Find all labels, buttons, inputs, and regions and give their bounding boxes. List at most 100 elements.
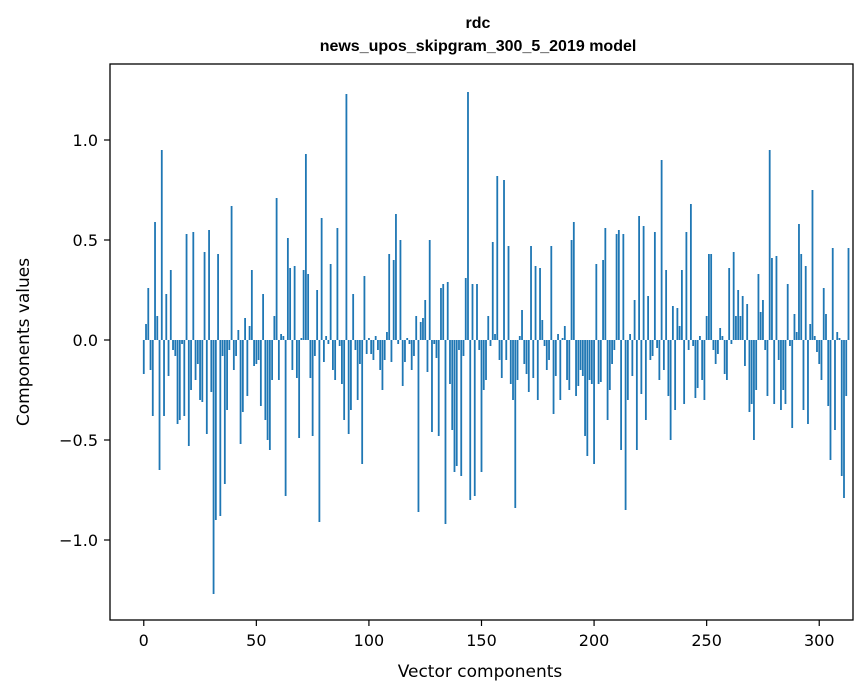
bar-24 xyxy=(196,340,199,364)
bar-125 xyxy=(424,300,427,340)
bar-254 xyxy=(714,340,717,364)
bar-129 xyxy=(433,340,436,344)
bar-246 xyxy=(696,340,699,388)
bar-252 xyxy=(710,254,713,340)
bar-192 xyxy=(575,340,577,396)
bar-217 xyxy=(631,340,634,376)
plot-frame xyxy=(109,63,854,621)
bar-83 xyxy=(329,264,332,340)
chart-title: rdc xyxy=(466,15,491,32)
bar-5 xyxy=(154,222,156,340)
bar-105 xyxy=(379,340,382,370)
bar-74 xyxy=(309,340,312,378)
bar-263 xyxy=(735,316,737,340)
bar-172 xyxy=(530,246,532,340)
bar-88 xyxy=(341,340,343,384)
bar-243 xyxy=(689,204,692,340)
bar-76 xyxy=(313,340,316,356)
bar-229 xyxy=(658,340,661,380)
bar-220 xyxy=(638,216,641,340)
bar-3 xyxy=(149,340,152,370)
bar-106 xyxy=(381,340,384,390)
bar-206 xyxy=(606,340,609,420)
bar-41 xyxy=(235,340,237,356)
bar-168 xyxy=(521,310,523,340)
bar-114 xyxy=(399,240,402,340)
bar-85 xyxy=(334,340,337,380)
bar-118 xyxy=(408,340,411,344)
bar-298 xyxy=(813,336,816,340)
bar-119 xyxy=(410,340,413,370)
bar-36 xyxy=(223,340,226,484)
bar-296 xyxy=(809,324,812,340)
bar-148 xyxy=(476,284,478,340)
bar-312 xyxy=(845,340,848,396)
bar-34 xyxy=(219,340,222,516)
bar-248 xyxy=(701,340,704,380)
bar-277 xyxy=(766,340,769,396)
bar-46 xyxy=(246,340,249,396)
bar-190 xyxy=(570,240,573,340)
bar-166 xyxy=(516,340,519,380)
bar-273 xyxy=(757,274,760,340)
bar-0 xyxy=(142,340,145,374)
bar-171 xyxy=(527,340,530,392)
bar-250 xyxy=(705,316,708,340)
bar-167 xyxy=(518,336,521,340)
bar-67 xyxy=(293,266,296,340)
bar-267 xyxy=(744,340,746,366)
bar-63 xyxy=(284,340,287,496)
bar-295 xyxy=(807,340,809,424)
bar-187 xyxy=(563,326,566,340)
bar-80 xyxy=(322,340,325,362)
bar-55 xyxy=(266,340,269,440)
bar-238 xyxy=(678,326,681,340)
bar-181 xyxy=(550,246,553,340)
bar-135 xyxy=(446,282,449,340)
bar-160 xyxy=(503,180,505,340)
bar-301 xyxy=(820,340,823,380)
bar-39 xyxy=(230,206,233,340)
bar-13 xyxy=(172,340,174,350)
bar-98 xyxy=(363,276,366,340)
bar-233 xyxy=(667,340,670,396)
bar-20 xyxy=(187,340,190,446)
bar-38 xyxy=(228,340,231,350)
bar-280 xyxy=(773,340,776,404)
bar-292 xyxy=(800,254,803,340)
bar-226 xyxy=(651,340,654,356)
bar-97 xyxy=(361,340,364,464)
bar-111 xyxy=(392,260,395,340)
bar-202 xyxy=(597,340,600,384)
bar-150 xyxy=(480,340,483,472)
bar-279 xyxy=(771,258,773,340)
bar-146 xyxy=(471,284,474,340)
bar-49 xyxy=(253,340,255,366)
bar-22 xyxy=(192,232,195,340)
bar-179 xyxy=(545,340,548,370)
bar-153 xyxy=(487,316,490,340)
bar-143 xyxy=(464,278,467,340)
bar-54 xyxy=(264,340,267,420)
bar-53 xyxy=(262,294,265,340)
bar-154 xyxy=(489,340,492,346)
bar-193 xyxy=(577,340,580,386)
bar-201 xyxy=(595,264,598,340)
bar-310 xyxy=(840,340,843,476)
bar-244 xyxy=(692,340,695,346)
bar-176 xyxy=(539,268,541,340)
bar-102 xyxy=(372,340,375,360)
bar-48 xyxy=(250,270,253,340)
bar-71 xyxy=(302,270,305,340)
bar-232 xyxy=(665,270,668,340)
bar-297 xyxy=(811,190,814,340)
bar-44 xyxy=(241,340,244,412)
bar-207 xyxy=(608,340,611,390)
bar-188 xyxy=(566,340,568,380)
bar-215 xyxy=(626,340,629,400)
bar-140 xyxy=(458,340,460,350)
bar-282 xyxy=(777,340,780,360)
bar-266 xyxy=(741,296,744,340)
bar-122 xyxy=(417,340,420,512)
bar-108 xyxy=(386,332,388,340)
